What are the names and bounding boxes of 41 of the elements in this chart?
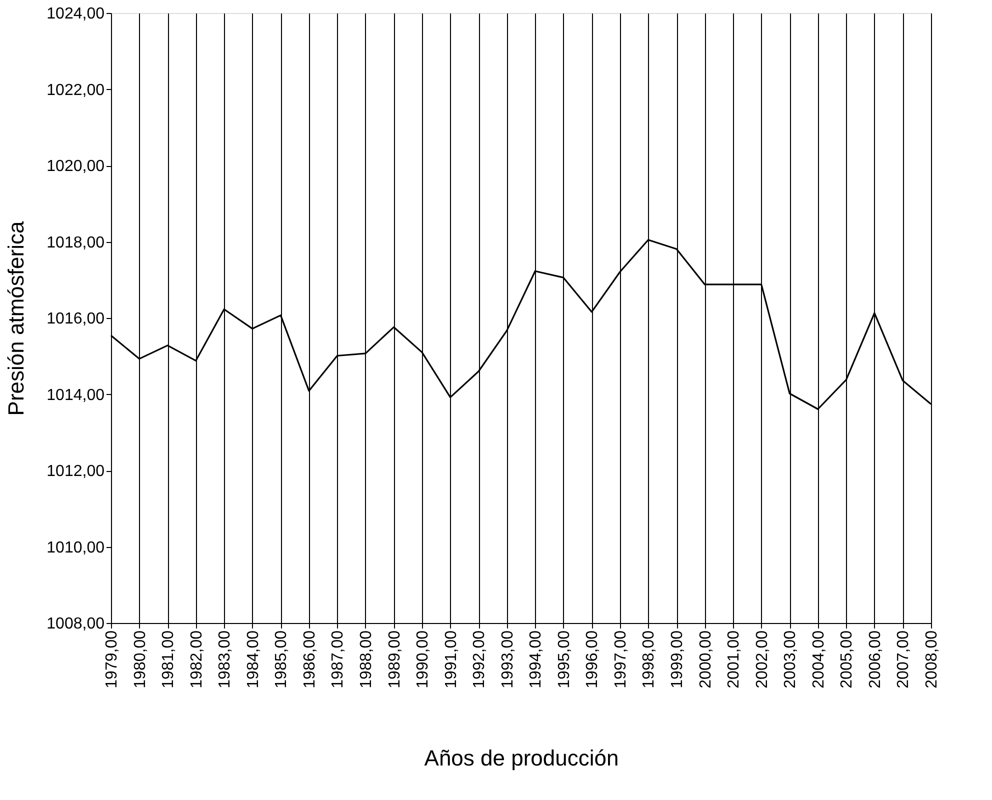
x-tick-label: 1981,00 (160, 630, 178, 688)
x-tick-label: 2005,00 (838, 630, 856, 688)
x-tick-label: 1979,00 (104, 630, 120, 688)
y-tick-label: 1014,00 (46, 386, 105, 404)
x-tick-label: 1993,00 (499, 630, 516, 688)
x-tick-label: 2000,00 (697, 630, 714, 688)
x-tick-label: 1995,00 (556, 630, 573, 688)
x-axis-title: Años de producción (424, 745, 619, 770)
x-tick-label: 2006,00 (866, 630, 884, 688)
x-tick-label: 1989,00 (386, 630, 404, 688)
y-tick-label: 1016,00 (46, 310, 105, 328)
y-tick-label: 1010,00 (46, 539, 105, 556)
x-tick-label: 2003,00 (782, 630, 800, 688)
y-tick-label: 1020,00 (46, 158, 105, 175)
y-tick-label: 1022,00 (46, 82, 105, 99)
x-tick-label: 1983,00 (216, 630, 234, 688)
x-tick-label: 1982,00 (188, 630, 206, 688)
x-tick-label: 1997,00 (612, 630, 630, 688)
y-tick-label: 1024,00 (46, 6, 105, 22)
x-tick-label: 1980,00 (132, 630, 149, 688)
x-tick-label: 1991,00 (442, 630, 460, 688)
x-tick-label: 1992,00 (471, 630, 488, 688)
x-tick-label: 2002,00 (754, 630, 771, 688)
x-tick-label: 1987,00 (330, 630, 347, 688)
x-tick-label: 2007,00 (895, 630, 912, 688)
x-tick-label: 1985,00 (273, 630, 290, 688)
x-tick-label: 1996,00 (584, 630, 602, 688)
y-axis-title: Presión atmósferica (4, 220, 29, 416)
x-tick-label: 1990,00 (414, 630, 432, 688)
x-tick-label: 1986,00 (301, 630, 318, 688)
x-tick-label: 1984,00 (244, 630, 262, 688)
y-tick-label: 1018,00 (46, 234, 105, 252)
x-tick-label: 1988,00 (358, 630, 375, 688)
x-tick-label: 1998,00 (640, 630, 658, 688)
x-tick-label: 2001,00 (726, 630, 743, 688)
y-tick-label: 1012,00 (46, 463, 105, 480)
x-tick-label: 2008,00 (924, 630, 940, 688)
x-tick-label: 1999,00 (669, 630, 686, 688)
x-tick-label: 1994,00 (528, 630, 545, 688)
y-tick-label: 1008,00 (46, 616, 105, 632)
x-tick-label: 2004,00 (810, 630, 828, 688)
